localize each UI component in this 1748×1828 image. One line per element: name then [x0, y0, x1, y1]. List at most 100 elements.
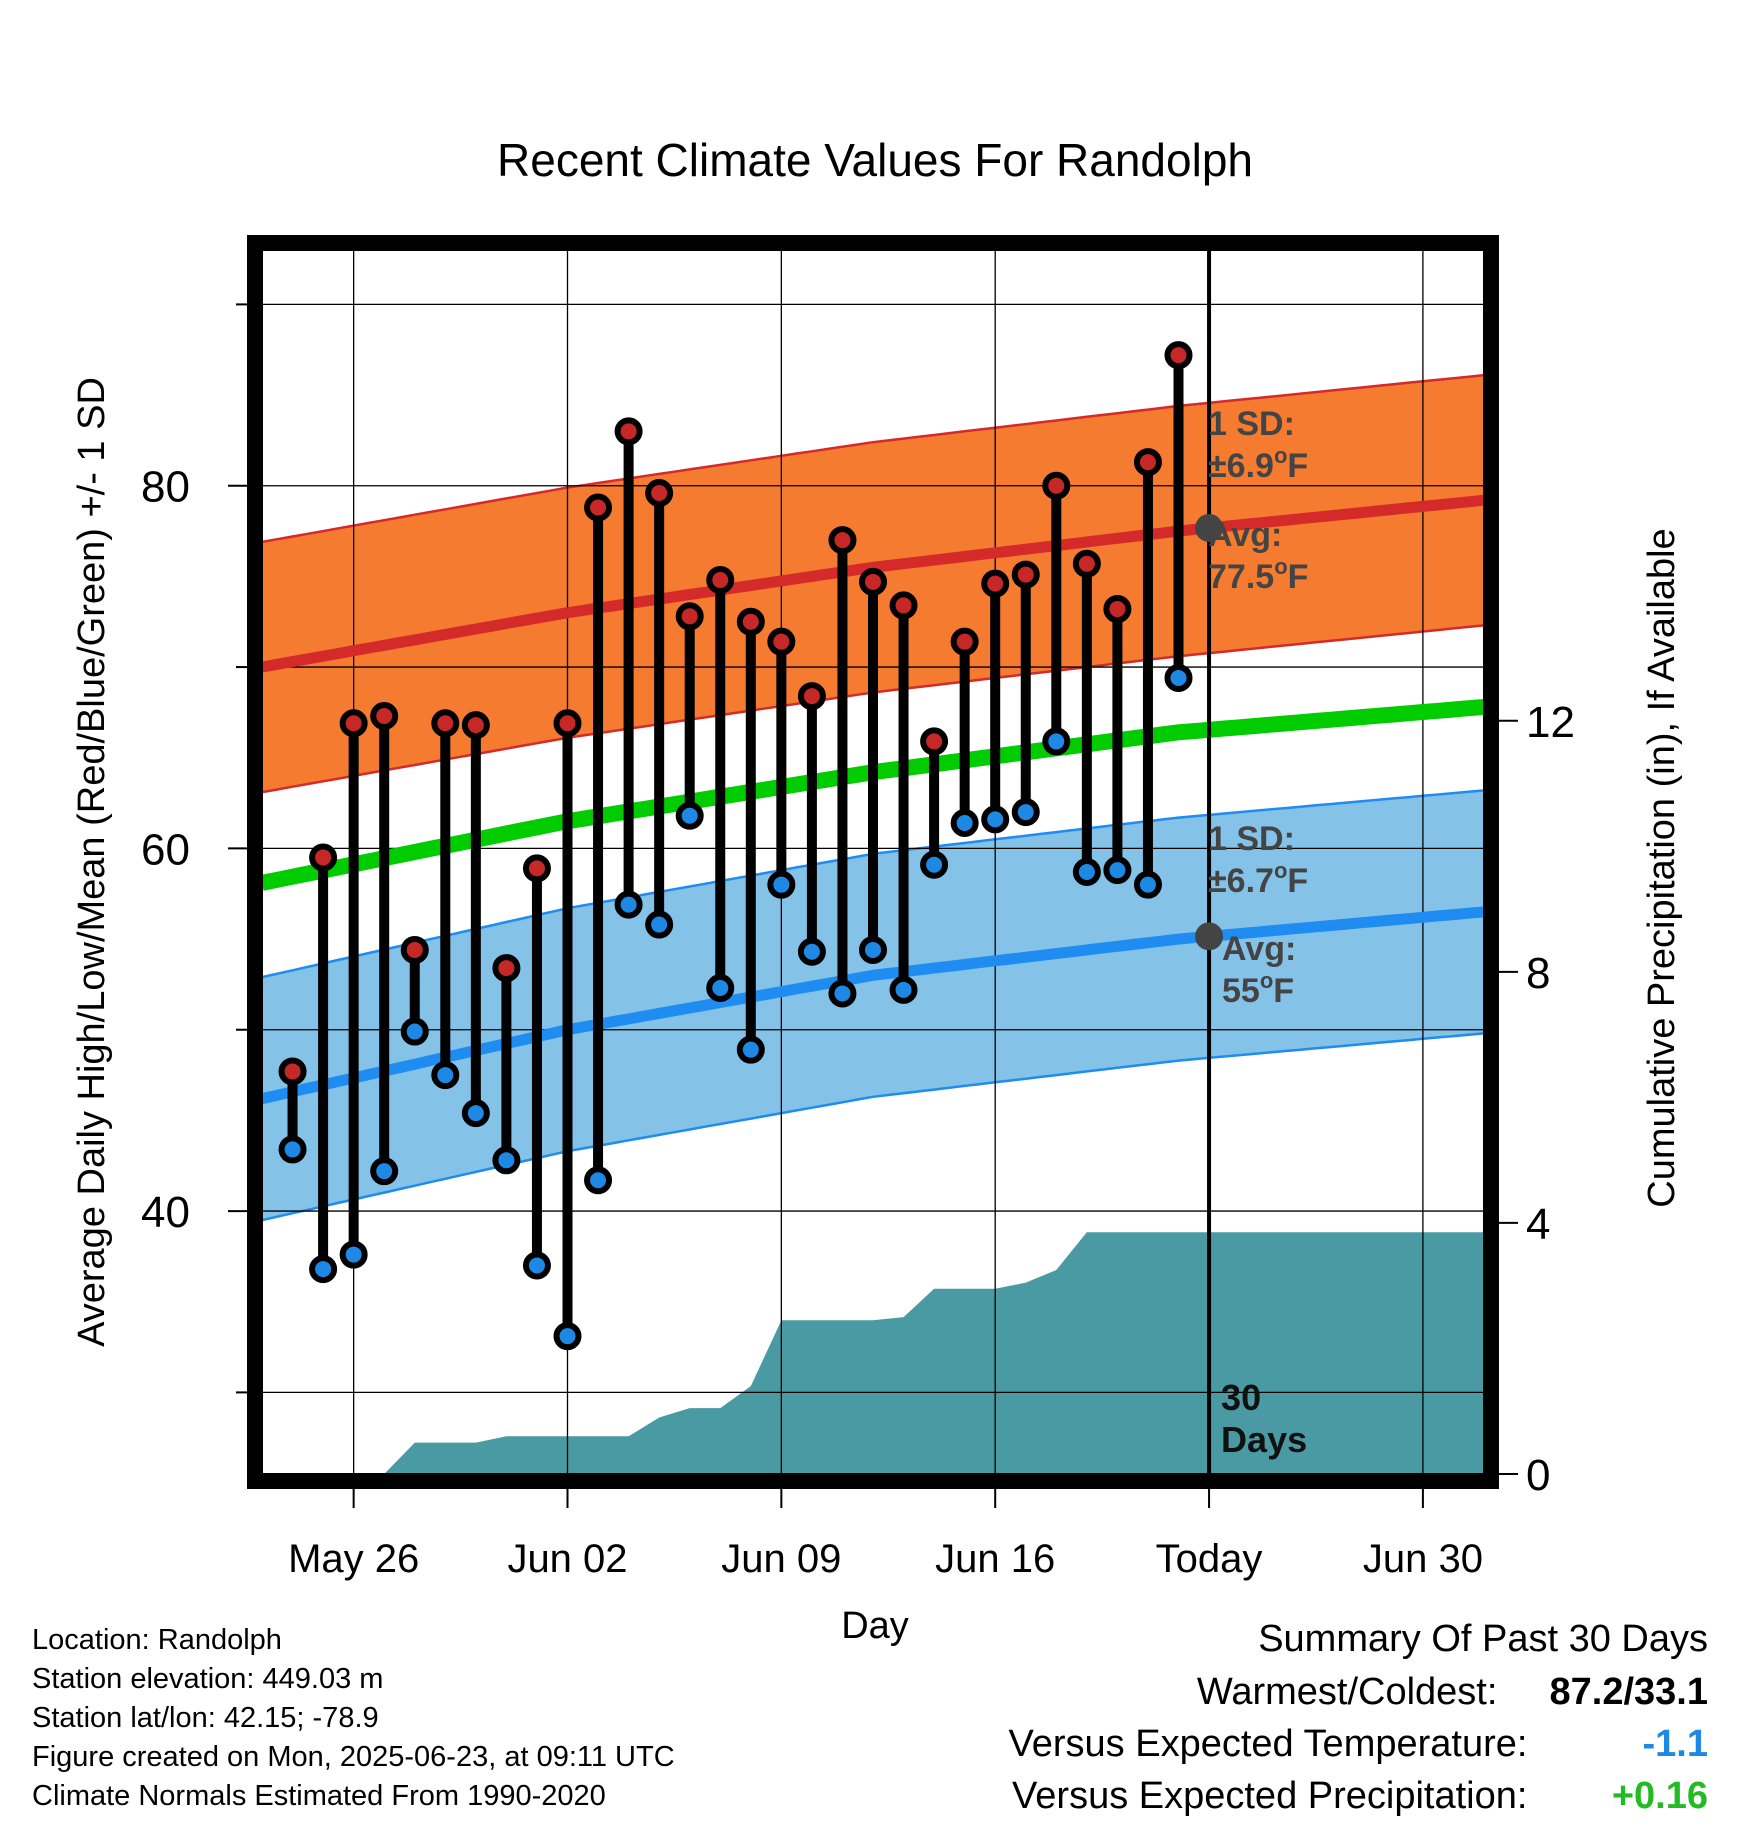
- daily-low-point: [920, 850, 949, 879]
- x-tick-label: Jun 02: [507, 1537, 627, 1581]
- chart-title: Recent Climate Values For Randolph: [497, 134, 1253, 186]
- daily-high-point: [920, 727, 949, 756]
- daily-low-point: [614, 890, 643, 919]
- footer-created: Figure created on Mon, 2025-06-23, at 09…: [32, 1741, 675, 1773]
- daily-high-point: [981, 569, 1010, 598]
- high-sd-upper-edge: [261, 373, 1485, 544]
- daily-high-point: [736, 607, 765, 636]
- footer-elevation: Station elevation: 449.03 m: [32, 1663, 384, 1695]
- y2-tick-label: 12: [1526, 698, 1575, 747]
- daily-low-point: [797, 937, 826, 966]
- daily-low-point: [431, 1061, 460, 1090]
- daily-high-point: [614, 417, 643, 446]
- x-axis-label: Day: [841, 1605, 909, 1647]
- x-tick-label: Today: [1156, 1537, 1263, 1581]
- footer-latlon: Station lat/lon: 42.15; -78.9: [32, 1702, 379, 1734]
- footer-normals: Climate Normals Estimated From 1990-2020: [32, 1780, 606, 1812]
- plot-border: [247, 235, 1499, 1489]
- daily-high-point: [859, 567, 887, 596]
- daily-low-point: [278, 1135, 307, 1164]
- temperature-label: Versus Expected Temperature:: [1008, 1723, 1528, 1765]
- summary-precipitation: Versus Expected Precipitation: +0.16: [1012, 1775, 1708, 1818]
- today-low-avg-dot: [1195, 922, 1224, 951]
- daily-high-point: [1103, 595, 1132, 624]
- daily-values: [278, 341, 1193, 1351]
- low-avg-annotation-label: Avg:: [1222, 930, 1296, 968]
- daily-high-point: [522, 854, 551, 883]
- daily-low-point: [828, 979, 857, 1008]
- daily-low-point: [767, 870, 796, 899]
- daily-low-point: [889, 975, 918, 1004]
- daily-high-point: [339, 709, 368, 738]
- today-label: 30 Days: [1221, 1377, 1307, 1460]
- daily-low-point: [522, 1251, 551, 1280]
- x-tick-label: Jun 30: [1363, 1537, 1483, 1581]
- footer-location: Location: Randolph: [32, 1624, 282, 1656]
- x-tick-label: Jun 16: [935, 1537, 1055, 1581]
- y2-axis-label: Cumulative Precipitation (in), If Availa…: [1641, 528, 1683, 1207]
- daily-high-point: [400, 935, 429, 964]
- high-normal-line: [261, 494, 1485, 673]
- summary-temperature: Versus Expected Temperature: -1.1: [1009, 1723, 1708, 1766]
- daily-high-point: [1164, 341, 1193, 370]
- axes: 40 60 80 0 4 8 12 May 26 Jun 02 Jun 09 Jun 16 Today…: [71, 303, 1683, 1647]
- daily-high-point: [675, 602, 704, 631]
- precipitation-fill: [292, 1232, 1485, 1474]
- high-sd-annotation: 1 SD:±6.9oF: [1208, 405, 1308, 485]
- precipitation-label: Versus Expected Precipitation:: [1012, 1775, 1528, 1817]
- y-tick-label: 40: [141, 1188, 190, 1237]
- daily-high-point: [645, 478, 674, 507]
- daily-high-point: [370, 702, 399, 731]
- summary-warmest-coldest: Warmest/Coldest: 87.2/33.1: [1197, 1671, 1708, 1714]
- summary-title: Summary Of Past 30 Days: [1258, 1618, 1708, 1660]
- x-tick-label: May 26: [288, 1537, 419, 1581]
- precipitation-value: +0.16: [1611, 1775, 1708, 1817]
- y-axis-label: Average Daily High/Low/Mean (Red/Blue/Gr…: [71, 377, 113, 1347]
- daily-low-point: [370, 1157, 399, 1186]
- y-tick-label: 80: [141, 463, 190, 512]
- daily-low-point: [1103, 856, 1132, 885]
- daily-high-point: [950, 627, 979, 656]
- low-avg-annotation: Avg:55oF: [1222, 930, 1296, 1010]
- low-avg-annotation-value: 55oF: [1222, 968, 1294, 1010]
- daily-low-point: [584, 1166, 613, 1195]
- daily-high-point: [889, 591, 918, 620]
- low-sd-lower-edge: [261, 1032, 1485, 1222]
- daily-high-point: [461, 711, 490, 740]
- daily-low-point: [981, 805, 1010, 834]
- daily-low-point: [1042, 727, 1071, 756]
- daily-low-point: [461, 1099, 490, 1128]
- daily-low-point: [859, 935, 887, 964]
- daily-low-point: [736, 1035, 765, 1064]
- daily-low-point: [339, 1240, 368, 1269]
- daily-low-point: [706, 974, 735, 1003]
- warmest-coldest-value: 87.2/33.1: [1549, 1671, 1708, 1713]
- high-avg-annotation: Avg:77.5oF: [1208, 516, 1308, 596]
- low-sd-annotation-label: 1 SD:: [1208, 820, 1295, 858]
- daily-high-point: [706, 566, 735, 595]
- daily-high-point: [431, 709, 460, 738]
- y2-tick-label: 0: [1526, 1451, 1550, 1500]
- daily-low-point: [1072, 857, 1101, 886]
- precipitation-area: [292, 1232, 1485, 1474]
- high-sd-annotation-value: ±6.9oF: [1208, 443, 1308, 485]
- daily-low-point: [309, 1255, 338, 1284]
- high-avg-annotation-label: Avg:: [1208, 516, 1282, 554]
- daily-high-point: [1011, 560, 1040, 589]
- daily-high-point: [1133, 448, 1162, 477]
- today-marker: 30 Days: [1195, 240, 1307, 1474]
- temperature-value: -1.1: [1642, 1723, 1708, 1765]
- high-sd-annotation-label: 1 SD:: [1208, 405, 1295, 443]
- daily-high-point: [492, 954, 521, 983]
- daily-low-point: [553, 1322, 582, 1351]
- daily-high-point: [309, 843, 338, 872]
- daily-low-point: [675, 801, 704, 830]
- daily-high-point: [1072, 549, 1101, 578]
- daily-low-point: [400, 1017, 429, 1046]
- low-normal-line: [260, 906, 1485, 1104]
- low-sd-annotation: 1 SD:±6.7oF: [1208, 820, 1308, 900]
- y-tick-label: 60: [141, 825, 190, 874]
- daily-high-point: [828, 526, 857, 555]
- daily-high-point: [584, 493, 613, 522]
